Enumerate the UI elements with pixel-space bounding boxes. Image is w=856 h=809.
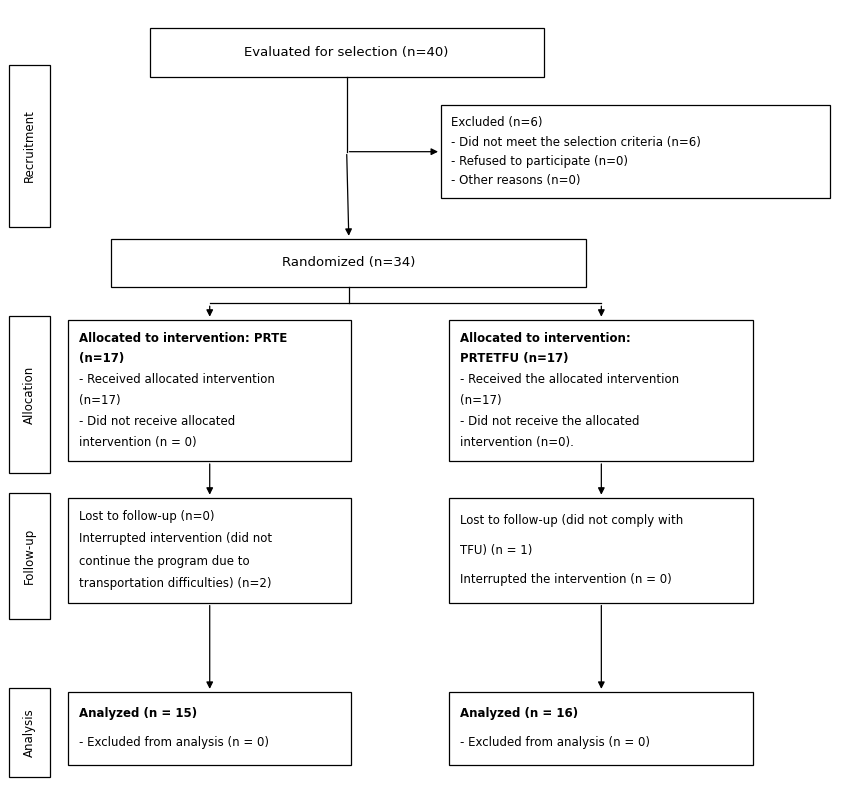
Text: Excluded (n=6): Excluded (n=6) [451, 116, 543, 129]
Text: Analyzed (n = 16): Analyzed (n = 16) [460, 707, 578, 721]
Bar [9, 316, 50, 473]
Text: - Excluded from analysis (n = 0): - Excluded from analysis (n = 0) [460, 735, 650, 749]
Text: Analysis: Analysis [22, 708, 36, 756]
Text: Lost to follow-up (n=0): Lost to follow-up (n=0) [79, 510, 214, 523]
Bar [449, 692, 753, 765]
Text: Allocated to intervention:: Allocated to intervention: [460, 332, 630, 345]
Text: Lost to follow-up (did not comply with: Lost to follow-up (did not comply with [460, 514, 683, 527]
Text: intervention (n = 0): intervention (n = 0) [79, 436, 196, 449]
Bar [449, 320, 753, 461]
Text: Interrupted intervention (did not: Interrupted intervention (did not [79, 532, 272, 545]
Text: (n=17): (n=17) [79, 353, 124, 366]
Bar [9, 688, 50, 777]
Bar [68, 498, 351, 603]
Text: - Did not receive the allocated: - Did not receive the allocated [460, 415, 639, 428]
Text: TFU) (n = 1): TFU) (n = 1) [460, 544, 532, 557]
Text: Evaluated for selection (n=40): Evaluated for selection (n=40) [245, 46, 449, 59]
Text: Randomized (n=34): Randomized (n=34) [282, 256, 415, 269]
Bar [150, 28, 544, 77]
Text: PRTETFU (n=17): PRTETFU (n=17) [460, 353, 568, 366]
Bar [9, 493, 50, 619]
Text: - Did not meet the selection criteria (n=6): - Did not meet the selection criteria (n… [451, 136, 701, 149]
Text: intervention (n=0).: intervention (n=0). [460, 436, 574, 449]
Text: Interrupted the intervention (n = 0): Interrupted the intervention (n = 0) [460, 574, 671, 587]
Text: Follow-up: Follow-up [22, 528, 36, 584]
Bar [68, 320, 351, 461]
Text: - Received allocated intervention: - Received allocated intervention [79, 374, 275, 387]
Text: - Excluded from analysis (n = 0): - Excluded from analysis (n = 0) [79, 735, 269, 749]
Text: (n=17): (n=17) [460, 394, 502, 407]
Bar [111, 239, 586, 287]
Text: Analyzed (n = 15): Analyzed (n = 15) [79, 707, 197, 721]
Text: Allocation: Allocation [22, 365, 36, 424]
Text: (n=17): (n=17) [79, 394, 121, 407]
Text: - Other reasons (n=0): - Other reasons (n=0) [451, 174, 580, 187]
Text: continue the program due to: continue the program due to [79, 555, 249, 568]
Text: - Received the allocated intervention: - Received the allocated intervention [460, 374, 679, 387]
Text: - Did not receive allocated: - Did not receive allocated [79, 415, 235, 428]
Text: Allocated to intervention: PRTE: Allocated to intervention: PRTE [79, 332, 287, 345]
Bar [441, 105, 830, 198]
Bar [9, 65, 50, 227]
Text: - Refused to participate (n=0): - Refused to participate (n=0) [451, 155, 628, 167]
Bar [449, 498, 753, 603]
Bar [68, 692, 351, 765]
Text: Recruitment: Recruitment [22, 109, 36, 182]
Text: transportation difficulties) (n=2): transportation difficulties) (n=2) [79, 577, 271, 590]
